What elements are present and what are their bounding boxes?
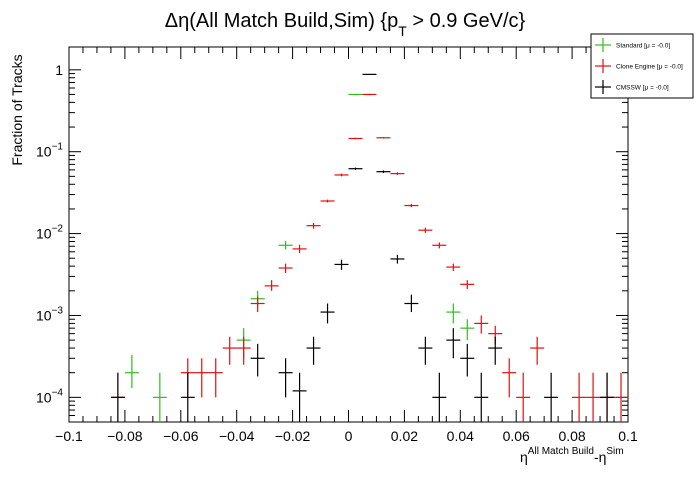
data-point-cmssw: [446, 328, 461, 359]
data-point-clone-engine: [222, 336, 237, 365]
data-point-clone-engine: [264, 280, 279, 291]
data-points: [110, 73, 628, 422]
data-point-clone-engine: [348, 137, 363, 140]
data-point-cmssw: [390, 254, 405, 264]
series-cmssw: [110, 73, 615, 422]
chart-title: Δη(All Match Build,Sim) {pT > 0.9 GeV/c}: [165, 10, 526, 39]
data-point-clone-engine: [320, 199, 335, 203]
data-point-cmssw: [306, 336, 321, 365]
data-point-clone-engine: [460, 280, 475, 290]
legend: Standard [μ = -0.0] Clone Engine [μ = -0.…: [590, 33, 694, 99]
chart-title-sub: T: [398, 23, 407, 39]
plot-frame: [68, 46, 629, 423]
data-point-standard: [446, 303, 461, 324]
x-tick-label: −0.04: [219, 428, 255, 444]
data-point-clone-engine: [446, 263, 461, 271]
data-point-standard: [124, 354, 139, 389]
data-point-clone-engine: [334, 173, 349, 177]
data-point-clone-engine: [516, 372, 531, 422]
y-tick-label: 1: [55, 62, 63, 78]
data-point-standard: [152, 372, 167, 422]
data-point-clone-engine: [572, 372, 587, 422]
series-clone-engine: [110, 93, 628, 422]
x-axis-label-base: η: [520, 449, 528, 465]
x-axis-label-sup2: Sim: [606, 446, 623, 457]
legend-entries: Standard [μ = -0.0] Clone Engine [μ = -0.…: [595, 38, 683, 94]
data-point-cmssw: [460, 343, 475, 377]
data-point-cmssw: [544, 372, 559, 422]
legend-entry-cmssw: CMSSW [μ = -0.0]: [595, 80, 669, 94]
data-point-clone-engine: [614, 372, 628, 422]
data-point-clone-engine: [278, 263, 293, 274]
data-point-cmssw: [362, 73, 377, 75]
x-tick-label: 0.02: [391, 428, 418, 444]
data-point-cmssw: [320, 303, 335, 324]
data-point-cmssw: [404, 294, 419, 313]
x-tick-label: 0: [345, 428, 353, 444]
data-point-standard: [348, 93, 363, 96]
x-tick-label: −0.02: [275, 428, 311, 444]
y-tick-label: 10−4: [36, 387, 63, 405]
x-tick-label: 0.1: [618, 428, 638, 444]
chart-title-main: Δη(All Match Build,Sim) {p: [165, 10, 398, 32]
legend-label: Clone Engine [μ = -0.0]: [616, 64, 683, 71]
data-point-clone-engine: [404, 203, 419, 208]
data-point-cmssw: [376, 170, 391, 173]
data-point-clone-engine: [390, 172, 405, 175]
data-point-clone-engine: [250, 296, 265, 313]
data-point-cmssw: [292, 372, 307, 422]
data-point-clone-engine: [376, 137, 391, 139]
data-point-clone-engine: [502, 358, 517, 398]
y-tick-label: 10−3: [36, 305, 63, 323]
data-point-cmssw: [600, 372, 615, 422]
data-point-cmssw: [488, 336, 503, 365]
y-tick-label: 10−2: [36, 224, 63, 242]
data-point-cmssw: [334, 259, 349, 270]
data-point-clone-engine: [432, 242, 447, 249]
legend-entry-standard: Standard [μ = -0.0]: [595, 38, 670, 52]
x-tick-label: −0.1: [55, 428, 83, 444]
data-point-cmssw: [348, 167, 363, 170]
data-point-clone-engine: [306, 222, 321, 229]
data-point-cmssw: [418, 336, 433, 365]
axis-ticks: −0.1 −0.08 −0.06 −0.04 −0.02 0 0.02 0.04 0.06 0.0…: [36, 47, 638, 444]
data-point-clone-engine: [292, 244, 307, 253]
data-point-standard: [460, 319, 475, 341]
data-point-clone-engine: [362, 93, 377, 96]
data-point-clone-engine: [474, 315, 489, 334]
x-tick-label: −0.06: [163, 428, 199, 444]
data-point-clone-engine: [208, 358, 223, 398]
data-point-cmssw: [180, 372, 195, 422]
x-axis-label-mid: -η: [594, 449, 606, 465]
y-tick-label: 10−1: [36, 142, 63, 160]
x-axis-label: ηAll Match Build-ηSim: [520, 446, 624, 465]
data-point-clone-engine: [586, 372, 601, 422]
x-tick-label: −0.08: [107, 428, 143, 444]
data-point-cmssw: [250, 343, 265, 377]
data-point-cmssw: [110, 372, 125, 422]
data-point-cmssw: [432, 372, 447, 422]
y-axis-label: Fraction of Tracks: [9, 54, 25, 165]
x-tick-label: 0.04: [447, 428, 474, 444]
x-axis-label-sup1: All Match Build: [528, 446, 594, 457]
x-tick-label: 0.08: [558, 428, 585, 444]
data-point-cmssw: [474, 372, 489, 422]
x-tick-label: 0.06: [503, 428, 530, 444]
legend-entry-clone-engine: Clone Engine [μ = -0.0]: [595, 59, 683, 73]
data-point-standard: [278, 241, 293, 250]
data-point-clone-engine: [194, 358, 209, 398]
data-point-clone-engine: [418, 227, 433, 233]
legend-label: Standard [μ = -0.0]: [616, 43, 670, 50]
legend-label: CMSSW [μ = -0.0]: [616, 85, 669, 92]
chart-title-tail: > 0.9 GeV/c}: [407, 10, 526, 32]
data-point-clone-engine: [236, 336, 251, 365]
data-point-clone-engine: [530, 336, 545, 365]
data-point-cmssw: [278, 358, 293, 398]
